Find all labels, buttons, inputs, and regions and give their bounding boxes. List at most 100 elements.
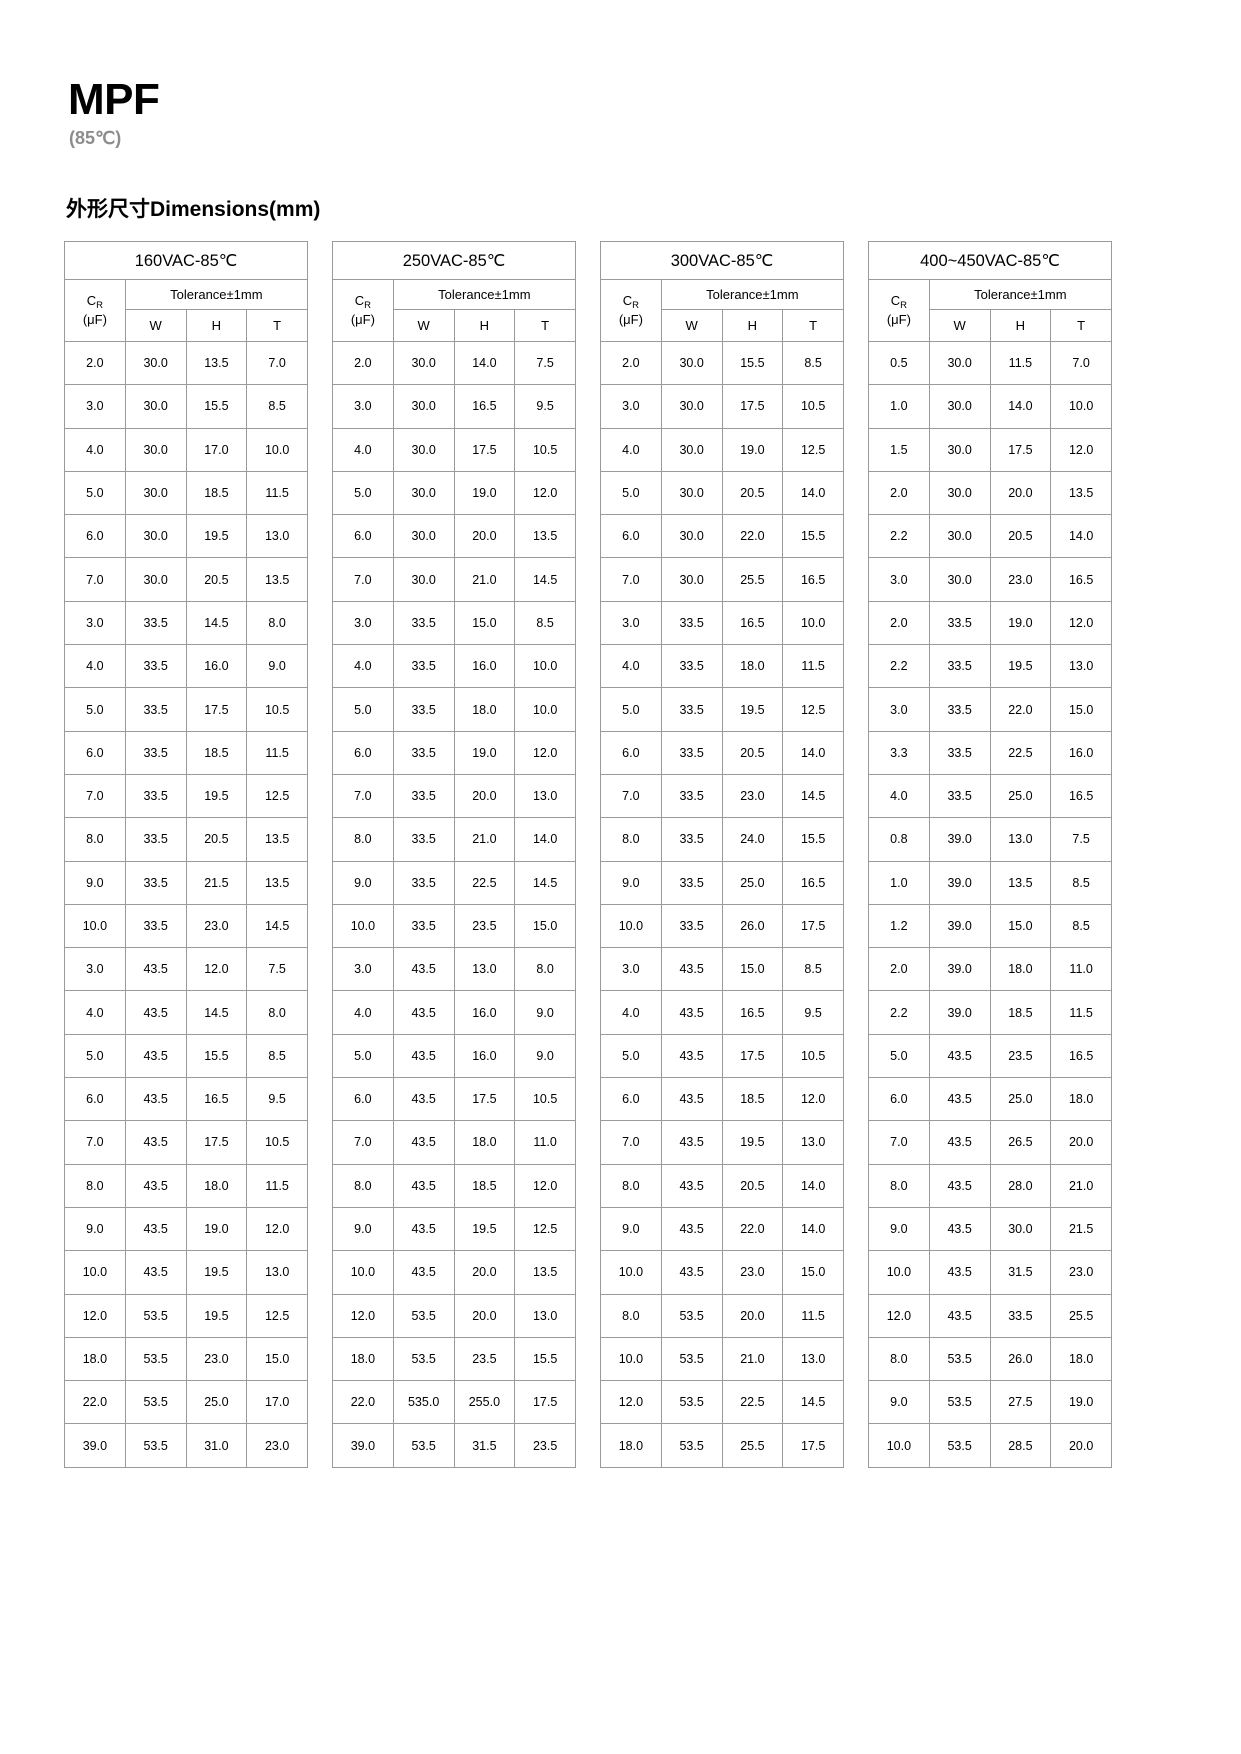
table-title: 250VAC-85℃ xyxy=(332,241,576,280)
cell-thickness: 12.0 xyxy=(1050,600,1112,646)
cell-width: 43.5 xyxy=(928,1250,991,1295)
cell-height: 19.5 xyxy=(721,1120,784,1165)
cell-width: 30.0 xyxy=(660,514,723,559)
cell-capacitance: 6.0 xyxy=(600,1077,662,1122)
cell-thickness: 11.0 xyxy=(514,1120,576,1165)
cell-thickness: 21.5 xyxy=(1050,1206,1112,1252)
table-body: 2.0 30.0 15.5 8.5 3.0 30.0 17.5 10.5 4.0 30.0 19.0… xyxy=(600,340,844,1468)
cell-thickness: 9.5 xyxy=(782,990,844,1035)
cell-width: 33.5 xyxy=(392,773,455,819)
cell-thickness: 14.5 xyxy=(514,860,576,905)
cell-capacitance: 3.3 xyxy=(868,730,930,775)
dimension-table: 300VAC-85℃ CR (μF) Tolerance±1mm W H T 2.0 30.0 1… xyxy=(600,241,845,1468)
cell-capacitance: 8.0 xyxy=(868,1336,930,1382)
table-row: 22.0 535.0 255.0 17.5 xyxy=(332,1380,576,1425)
cell-width: 33.5 xyxy=(392,687,455,732)
cell-height: 20.0 xyxy=(721,1293,784,1338)
cell-capacitance: 39.0 xyxy=(64,1423,126,1468)
table-row: 5.0 33.5 17.5 10.5 xyxy=(64,687,308,732)
cell-thickness: 16.5 xyxy=(782,557,844,602)
table-row: 0.5 30.0 11.5 7.0 xyxy=(868,340,1112,386)
cell-height: 26.0 xyxy=(989,1336,1052,1382)
table-row: 4.0 33.5 16.0 9.0 xyxy=(64,644,308,689)
table-row: 5.0 43.5 16.0 9.0 xyxy=(332,1033,576,1079)
table-title-row: 250VAC-85℃ xyxy=(332,241,576,280)
cell-thickness: 15.5 xyxy=(782,817,844,862)
cell-capacitance: 6.0 xyxy=(600,514,662,559)
column-header-t: T xyxy=(782,309,844,342)
table-row: 7.0 43.5 19.5 13.0 xyxy=(600,1120,844,1165)
table-row: 9.0 53.5 27.5 19.0 xyxy=(868,1380,1112,1425)
cell-width: 33.5 xyxy=(928,730,991,775)
cell-capacitance: 5.0 xyxy=(868,1033,930,1079)
table-row: 3.3 33.5 22.5 16.0 xyxy=(868,730,1112,775)
cell-height: 16.5 xyxy=(185,1077,248,1122)
cell-width: 30.0 xyxy=(392,514,455,559)
cell-capacitance: 5.0 xyxy=(600,687,662,732)
cell-thickness: 8.5 xyxy=(1050,903,1112,949)
cell-height: 19.0 xyxy=(185,1206,248,1252)
cell-capacitance: 0.8 xyxy=(868,817,930,862)
cell-height: 20.0 xyxy=(453,773,516,819)
table-row: 9.0 43.5 22.0 14.0 xyxy=(600,1206,844,1252)
cell-width: 33.5 xyxy=(392,600,455,646)
dimension-table-3: 300VAC-85℃ CR (μF) Tolerance±1mm W H T 2.0 30.0 1… xyxy=(600,241,845,1468)
table-row: 9.0 33.5 21.5 13.5 xyxy=(64,860,308,905)
cell-capacitance: 9.0 xyxy=(868,1380,930,1425)
cell-width: 30.0 xyxy=(124,470,187,516)
cell-height: 19.0 xyxy=(453,730,516,775)
cell-width: 30.0 xyxy=(660,340,723,386)
cell-capacitance: 4.0 xyxy=(600,427,662,472)
cell-thickness: 20.0 xyxy=(1050,1423,1112,1468)
cell-width: 53.5 xyxy=(928,1336,991,1382)
table-row: 1.0 30.0 14.0 10.0 xyxy=(868,384,1112,429)
cell-thickness: 16.5 xyxy=(1050,773,1112,819)
cell-width: 53.5 xyxy=(660,1423,723,1468)
cell-height: 18.0 xyxy=(721,644,784,689)
cell-width: 39.0 xyxy=(928,947,991,992)
cell-thickness: 25.5 xyxy=(1050,1293,1112,1338)
table-row: 3.0 43.5 15.0 8.5 xyxy=(600,947,844,992)
cell-height: 30.0 xyxy=(989,1206,1052,1252)
cell-height: 25.0 xyxy=(989,1077,1052,1122)
cell-thickness: 16.5 xyxy=(1050,1033,1112,1079)
cell-thickness: 21.0 xyxy=(1050,1163,1112,1208)
cell-height: 17.5 xyxy=(185,1120,248,1165)
cell-height: 16.0 xyxy=(453,1033,516,1079)
table-row: 4.0 33.5 18.0 11.5 xyxy=(600,644,844,689)
cell-height: 23.0 xyxy=(185,903,248,949)
cell-thickness: 14.0 xyxy=(1050,514,1112,559)
cell-thickness: 7.0 xyxy=(246,340,308,386)
cell-capacitance: 3.0 xyxy=(64,384,126,429)
cell-capacitance: 4.0 xyxy=(868,773,930,819)
table-row: 5.0 33.5 18.0 10.0 xyxy=(332,687,576,732)
page-subtitle: (85℃) xyxy=(69,128,122,148)
table-row: 3.0 30.0 16.5 9.5 xyxy=(332,384,576,429)
cell-capacitance: 9.0 xyxy=(332,1206,394,1252)
table-body: 2.0 30.0 14.0 7.5 3.0 30.0 16.5 9.5 4.0 30.0 17.5 1… xyxy=(332,340,576,1468)
cell-thickness: 13.0 xyxy=(246,514,308,559)
cell-width: 43.5 xyxy=(392,1206,455,1252)
cell-thickness: 7.5 xyxy=(514,340,576,386)
cell-capacitance: 2.0 xyxy=(64,340,126,386)
table-title-row: 400~450VAC-85℃ xyxy=(868,241,1112,280)
cell-height: 19.0 xyxy=(453,470,516,516)
cell-capacitance: 4.0 xyxy=(332,990,394,1035)
cell-width: 43.5 xyxy=(392,1120,455,1165)
cell-height: 22.5 xyxy=(721,1380,784,1425)
cell-thickness: 19.0 xyxy=(1050,1380,1112,1425)
cell-height: 20.0 xyxy=(989,470,1052,516)
cell-capacitance: 0.5 xyxy=(868,340,930,386)
cell-thickness: 12.0 xyxy=(514,730,576,775)
cell-capacitance: 3.0 xyxy=(64,600,126,646)
cell-height: 23.5 xyxy=(989,1033,1052,1079)
table-row: 7.0 43.5 17.5 10.5 xyxy=(64,1120,308,1165)
table-row: 8.0 43.5 28.0 21.0 xyxy=(868,1163,1112,1208)
cell-capacitance: 8.0 xyxy=(868,1163,930,1208)
cell-thickness: 23.0 xyxy=(1050,1250,1112,1295)
table-row: 7.0 43.5 26.5 20.0 xyxy=(868,1120,1112,1165)
cell-width: 30.0 xyxy=(928,470,991,516)
cell-thickness: 11.5 xyxy=(246,1163,308,1208)
cell-capacitance: 39.0 xyxy=(332,1423,394,1468)
